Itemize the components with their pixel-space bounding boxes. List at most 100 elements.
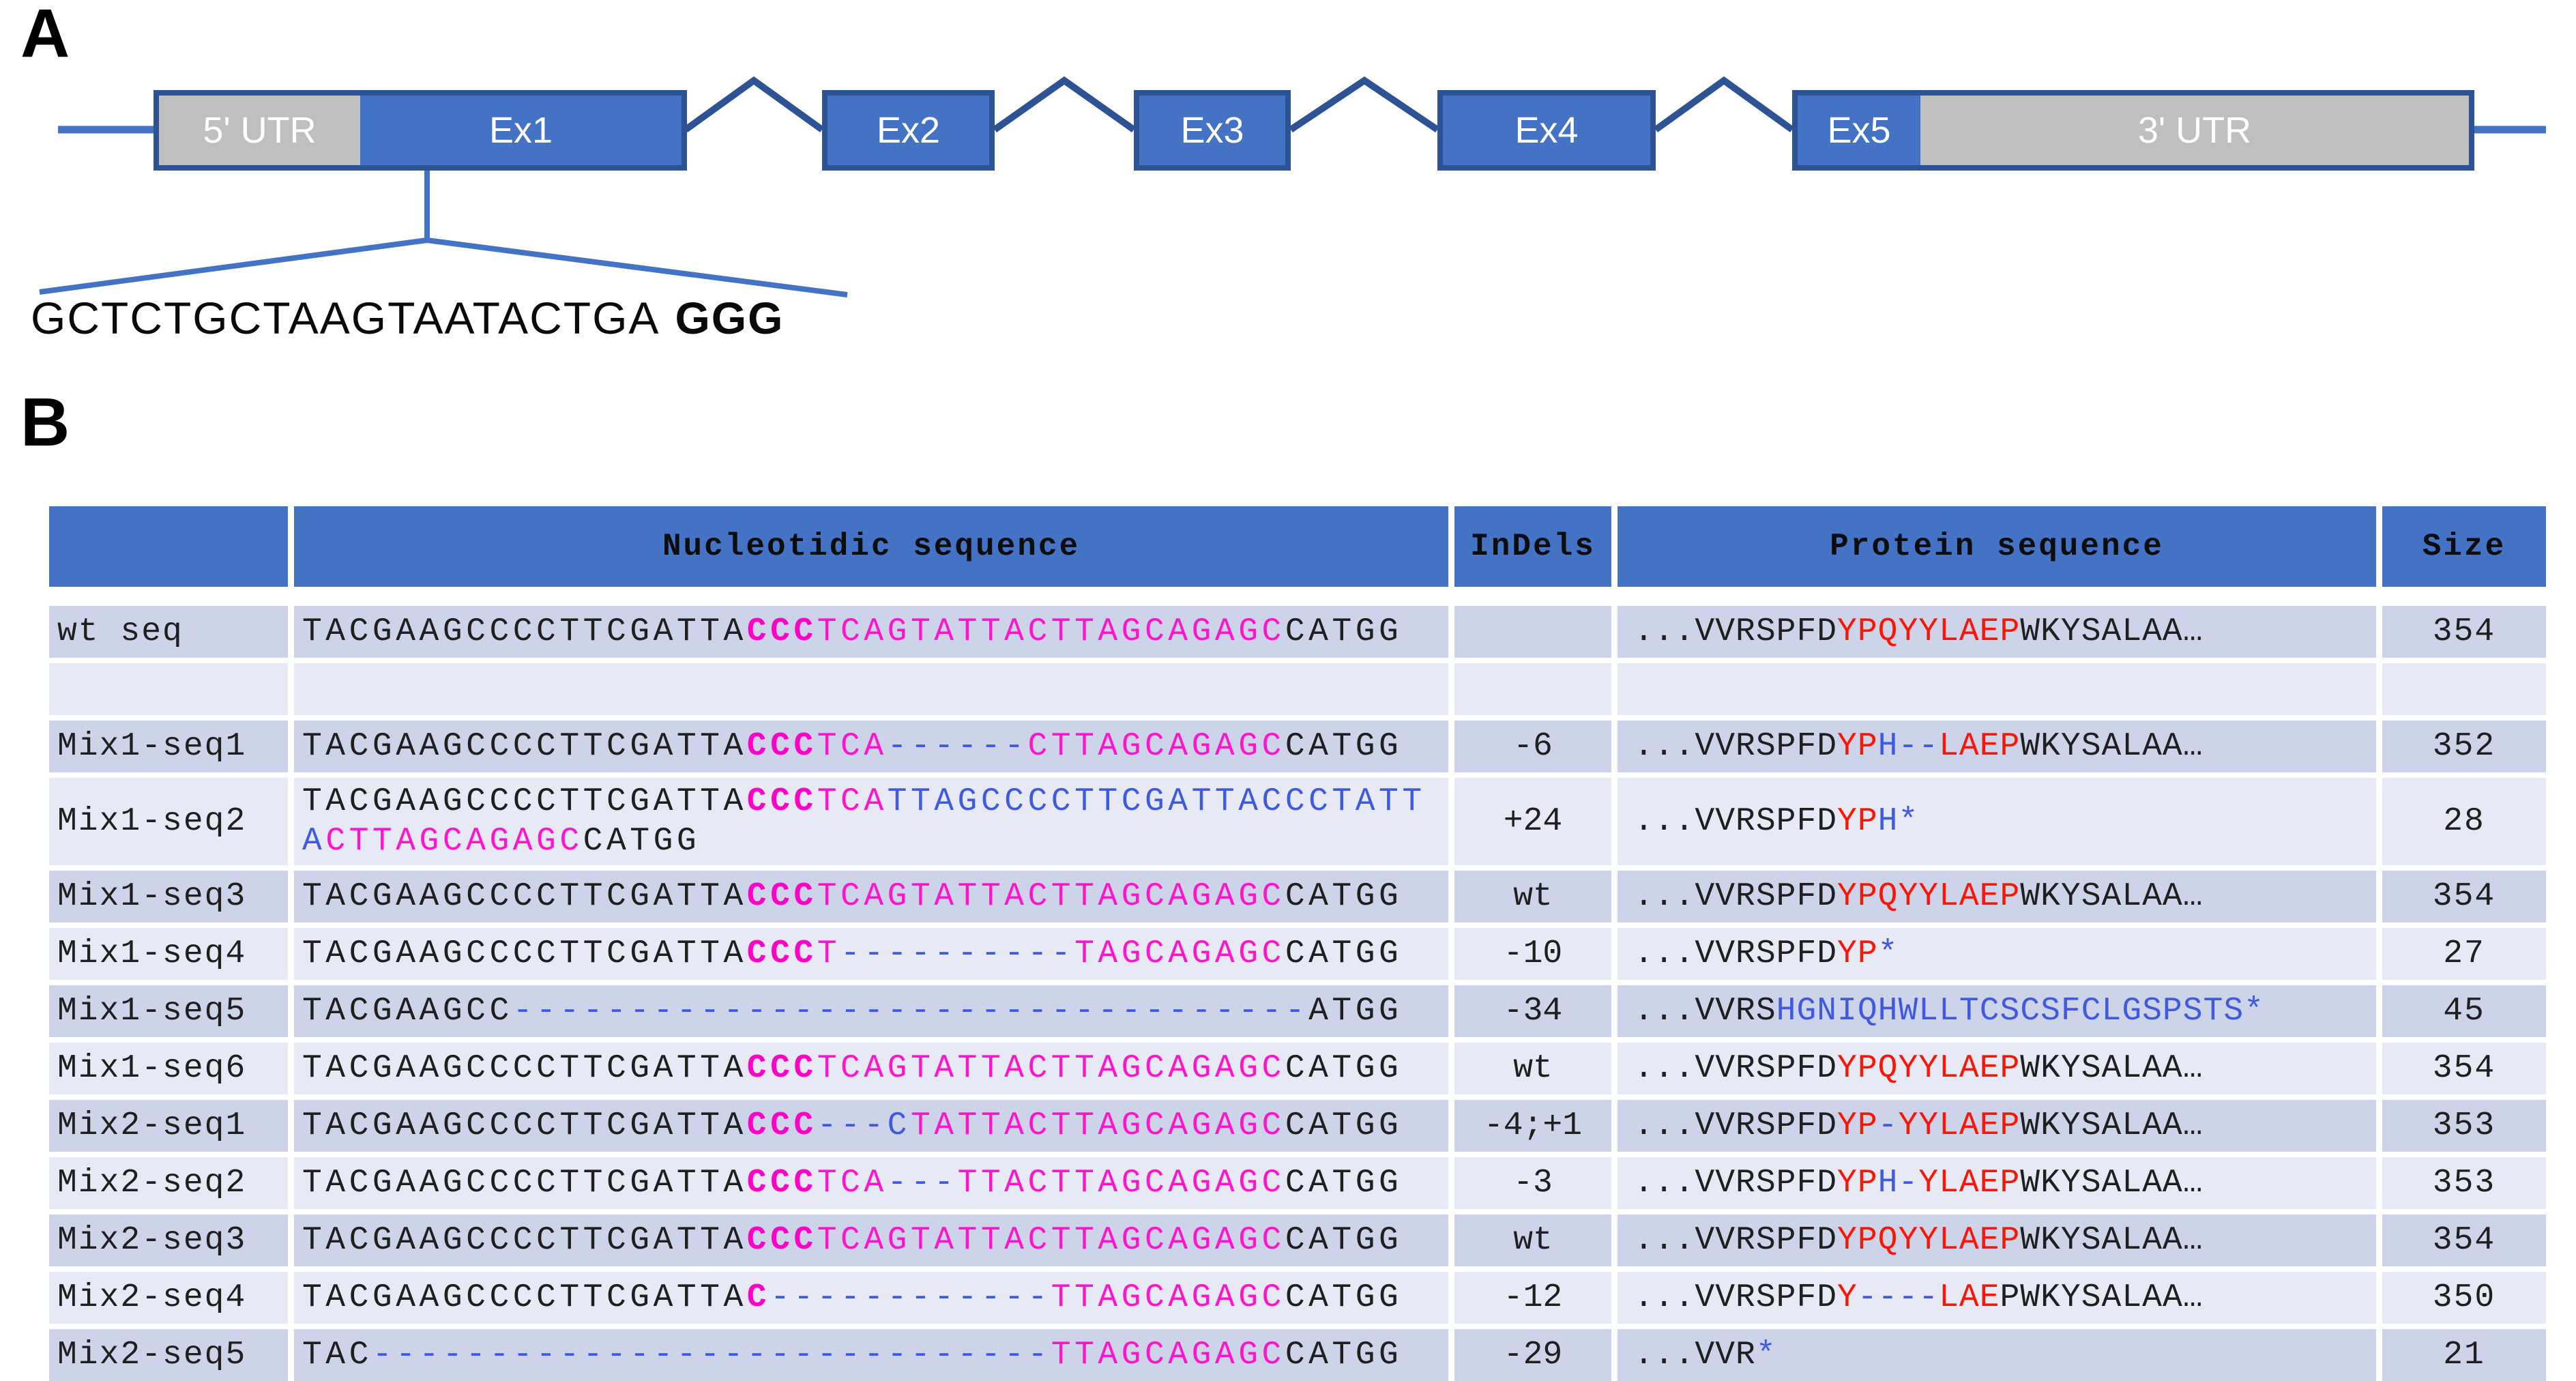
colored-sequence-text: TACGAAGCCCCTTCGATTACCCTCAGTATTACTTAGCAGA…	[302, 878, 1403, 915]
panel-b-label: B	[20, 384, 70, 461]
utr3-label: 3' UTR	[2137, 110, 2252, 151]
size-cell: 354	[2382, 871, 2546, 922]
colored-sequence-text: TACGAAGCCCCTTCGATTAC------------TTAGCAGA…	[302, 1279, 1403, 1316]
row-label: Mix1-seq3	[49, 871, 288, 922]
gene-diagram-lines	[39, 76, 2546, 297]
size-cell: 353	[2382, 1100, 2546, 1152]
row-label: Mix2-seq1	[49, 1100, 288, 1152]
colored-sequence-text: ...VVRSPFDYPQYYLAEPWKYSALAA…	[1634, 613, 2204, 650]
exon2-label: Ex2	[876, 110, 941, 151]
header-protein-sequence: Protein sequence	[1618, 506, 2376, 587]
intron-2	[993, 76, 1136, 133]
nucleotidic-sequence-cell: TACGAAGCCCCTTCGATTACCCTCATTAGCCCCTTCGATT…	[294, 778, 1448, 865]
nucleotidic-sequence-cell: TACGAAGCCCCTTCGATTACCCTCAGTATTACTTAGCAGA…	[294, 1215, 1448, 1266]
exon2-fill: Ex2	[828, 96, 989, 165]
row-label: Mix2-seq3	[49, 1215, 288, 1266]
row-label: Mix2-seq2	[49, 1157, 288, 1209]
header-row-gap	[49, 592, 2546, 600]
protein-sequence-cell: ...VVRSPFDYPH--LAEPWKYSALAA…	[1618, 721, 2376, 772]
utr5-ex1-box: 5' UTR Ex1	[153, 90, 687, 171]
colored-sequence-text: ...VVR*	[1634, 1337, 1776, 1373]
protein-sequence-cell: ...VVR*	[1618, 1329, 2376, 1381]
row-label: Mix1-seq5	[49, 985, 288, 1037]
exon4-box: Ex4	[1437, 90, 1656, 171]
size-cell: 354	[2382, 1215, 2546, 1266]
colored-sequence-text: TACGAAGCCCCTTCGATTACCC---CTATTACTTAGCAGA…	[302, 1107, 1403, 1144]
protein-sequence-cell: ...VVRSPFDYPH*	[1618, 778, 2376, 865]
colored-sequence-text: TACGAAGCCCCTTCGATTACCCT----------TAGCAGA…	[302, 935, 1403, 972]
exon2-box: Ex2	[822, 90, 995, 171]
protein-sequence-cell: ...VVRSPFDYPQYYLAEPWKYSALAA…	[1618, 1215, 2376, 1266]
colored-sequence-text: ...VVRSPFDY----LAEPWKYSALAA…	[1634, 1279, 2204, 1316]
indels-cell: -4;+1	[1454, 1100, 1611, 1152]
exon5-fill: Ex5	[1798, 96, 1920, 165]
colored-sequence-text: TACGAAGCCCCTTCGATTACCCTCAGTATTACTTAGCAGA…	[302, 1222, 1403, 1259]
exon5-utr3-box: Ex5 3' UTR	[1792, 90, 2474, 171]
intron-1	[684, 76, 824, 133]
colored-sequence-text: ...VVRSPFDYPQYYLAEPWKYSALAA…	[1634, 1222, 2204, 1259]
indels-cell: -6	[1454, 721, 1611, 772]
colored-sequence-text: ...VVRSPFDYPH--LAEPWKYSALAA…	[1634, 728, 2204, 765]
size-cell: 350	[2382, 1272, 2546, 1324]
protein-sequence-cell: ...VVRSPFDYPH-YLAEPWKYSALAA…	[1618, 1157, 2376, 1209]
protein-sequence-cell: ...VVRSPFDYP*	[1618, 928, 2376, 980]
protein-sequence-cell: ...VVRSPFDYPQYYLAEPWKYSALAA…	[1618, 1043, 2376, 1094]
protein-sequence-cell: ...VVRSPFDYPQYYLAEPWKYSALAA…	[1618, 871, 2376, 922]
colored-sequence-text: TACGAAGCCCCTTCGATTACCCTCAGTATTACTTAGCAGA…	[302, 613, 1403, 650]
size-cell: 353	[2382, 1157, 2546, 1209]
protospacer-sequence: GCTCTGCTAAGTAATACTGA	[31, 293, 660, 343]
size-cell: 45	[2382, 985, 2546, 1037]
row-label: Mix1-seq6	[49, 1043, 288, 1094]
indels-cell: wt	[1454, 1215, 1611, 1266]
panel-a-label: A	[20, 0, 70, 72]
exon3-box: Ex3	[1134, 90, 1291, 171]
sequencing-results-table: Nucleotidic sequence InDels Protein sequ…	[49, 506, 2546, 1381]
row-label: Mix1-seq1	[49, 721, 288, 772]
intron-3	[1289, 76, 1439, 133]
nucleotidic-sequence-cell: TACGAAGCCCCTTCGATTACCCTCA---TTACTTAGCAGA…	[294, 1157, 1448, 1209]
nucleotidic-sequence-cell: TACGAAGCCCCTTCGATTACCCTCA------CTTAGCAGA…	[294, 721, 1448, 772]
row-label: Mix2-seq4	[49, 1272, 288, 1324]
utr5-box: 5' UTR	[159, 96, 360, 165]
nucleotidic-sequence-cell: TACGAAGCCCCTTCGATTACCCT----------TAGCAGA…	[294, 928, 1448, 980]
size-cell: 21	[2382, 1329, 2546, 1381]
target-sequence: GCTCTGCTAAGTAATACTGA GGG	[31, 292, 784, 344]
callout-left	[39, 237, 428, 295]
row-label: Mix2-seq5	[49, 1329, 288, 1381]
colored-sequence-text: TACGAAGCC-------------------------------…	[302, 993, 1403, 1030]
colored-sequence-text: TACGAAGCCCCTTCGATTACCCTCA---TTACTTAGCAGA…	[302, 1165, 1403, 1202]
colored-sequence-text: TACGAAGCCCCTTCGATTACCCTCATTAGCCCCTTCGATT…	[302, 783, 1426, 860]
header-size: Size	[2382, 506, 2546, 587]
nucleotidic-sequence-cell: TACGAAGCCCCTTCGATTAC------------TTAGCAGA…	[294, 1272, 1448, 1324]
exon3-fill: Ex3	[1139, 96, 1285, 165]
utr3-box: 3' UTR	[1920, 96, 2469, 165]
colored-sequence-text: TAC-----------------------------TTAGCAGA…	[302, 1337, 1403, 1373]
header-nucleotidic-sequence: Nucleotidic sequence	[294, 506, 1448, 587]
row-label: Mix1-seq2	[49, 778, 288, 865]
indels-cell: -10	[1454, 928, 1611, 980]
nucleotidic-sequence-cell: TACGAAGCCCCTTCGATTACCCTCAGTATTACTTAGCAGA…	[294, 606, 1448, 658]
indels-cell	[1454, 663, 1611, 715]
size-cell: 28	[2382, 778, 2546, 865]
indels-cell: +24	[1454, 778, 1611, 865]
exon1-box: Ex1	[360, 96, 682, 165]
exon3-label: Ex3	[1180, 110, 1244, 151]
row-label: wt seq	[49, 606, 288, 658]
colored-sequence-text: ...VVRSHGNIQHWLLTCSCSFCLGSPSTS*	[1634, 993, 2264, 1030]
header-name	[49, 506, 288, 587]
colored-sequence-text: TACGAAGCCCCTTCGATTACCCTCA------CTTAGCAGA…	[302, 728, 1403, 765]
colored-sequence-text: ...VVRSPFDYPQYYLAEPWKYSALAA…	[1634, 878, 2204, 915]
colored-sequence-text: ...VVRSPFDYP-YYLAEPWKYSALAA…	[1634, 1107, 2204, 1144]
protein-sequence-cell: ...VVRSPFDY----LAEPWKYSALAA…	[1618, 1272, 2376, 1324]
colored-sequence-text: ...VVRSPFDYPH-YLAEPWKYSALAA…	[1634, 1165, 2204, 1202]
exon4-label: Ex4	[1514, 110, 1579, 151]
header-indels: InDels	[1454, 506, 1611, 587]
protein-sequence-cell	[1618, 663, 2376, 715]
callout-right	[426, 237, 848, 297]
indels-cell: -3	[1454, 1157, 1611, 1209]
indels-cell: -12	[1454, 1272, 1611, 1324]
nucleotidic-sequence-cell	[294, 663, 1448, 715]
colored-sequence-text: ...VVRSPFDYPH*	[1634, 803, 1919, 840]
indels-cell: -29	[1454, 1329, 1611, 1381]
colored-sequence-text: TACGAAGCCCCTTCGATTACCCTCAGTATTACTTAGCAGA…	[302, 1050, 1403, 1087]
